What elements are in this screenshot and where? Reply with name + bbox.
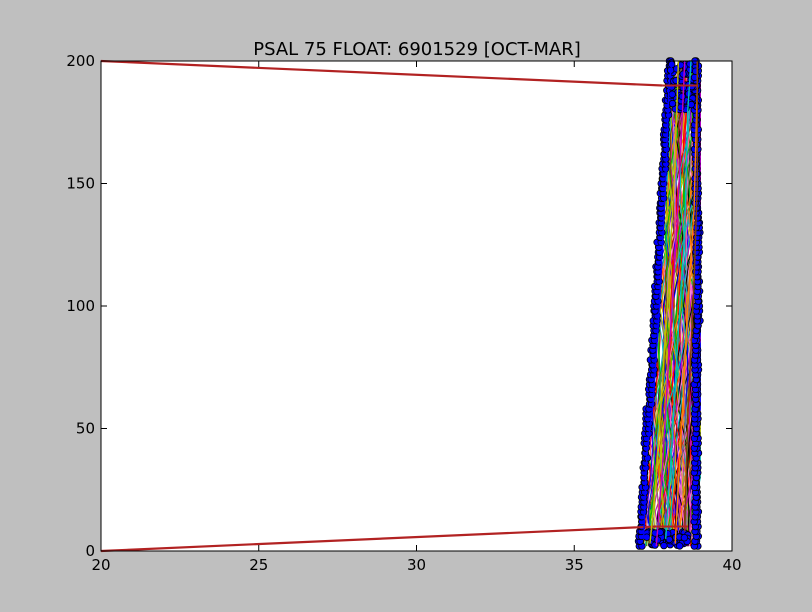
series-line [684, 61, 698, 532]
data-point [678, 92, 686, 101]
x-tick-label: 40 [722, 556, 741, 574]
plot-area [101, 61, 732, 551]
y-tick-label: 0 [85, 542, 95, 560]
y-tick-label: 100 [66, 297, 95, 315]
data-point [660, 541, 668, 550]
y-tick-label: 150 [66, 175, 95, 193]
data-point [668, 90, 676, 98]
data-point [686, 60, 694, 68]
series-line [649, 60, 680, 544]
x-tick-label: 30 [407, 556, 426, 574]
series-line [665, 60, 692, 539]
profile-line [663, 65, 694, 547]
profile-line [670, 65, 687, 547]
data-point [679, 70, 687, 78]
x-tick-label: 25 [249, 556, 268, 574]
profile-line [658, 65, 688, 547]
y-tick-label: 50 [76, 420, 95, 438]
data-point [665, 535, 673, 544]
x-tick-label: 20 [91, 556, 110, 574]
series-line [100, 525, 657, 553]
series-line [100, 59, 663, 87]
x-tick-label: 35 [565, 556, 584, 574]
chart-title: PSAL 75 FLOAT: 6901529 [OCT-MAR] [253, 39, 580, 60]
series-line [655, 60, 686, 547]
data-point [668, 99, 677, 108]
data-point [680, 534, 689, 542]
profile-line [671, 65, 689, 547]
y-tick-label: 200 [66, 52, 95, 70]
data-point [676, 542, 684, 550]
axis-ticks: 20 25 30 35 40 0 50 100 150 200 [66, 52, 741, 574]
